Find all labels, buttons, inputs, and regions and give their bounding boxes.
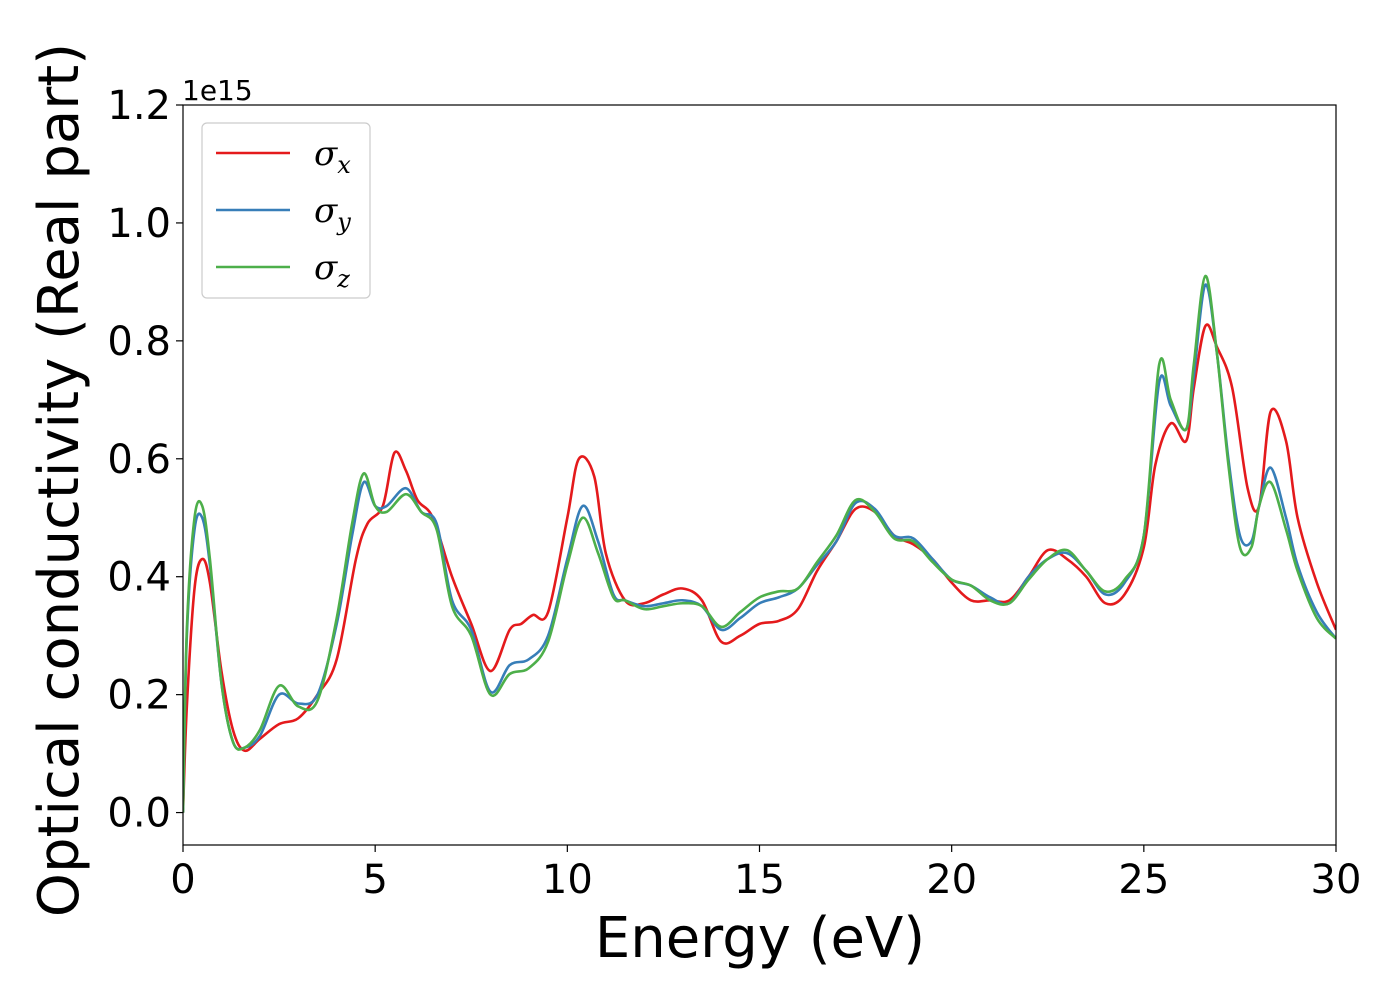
- y-axis-title: Optical conductivity (Real part): [27, 43, 92, 917]
- x-tick-label: 0: [170, 857, 195, 903]
- x-tick-label: 10: [542, 857, 593, 903]
- x-tick-label: 5: [362, 857, 387, 903]
- x-tick-label: 20: [926, 857, 977, 903]
- y-tick-label: 0.8: [107, 319, 171, 365]
- legend-label-x: σx: [314, 134, 351, 179]
- y-tick-label: 0.2: [107, 673, 171, 719]
- x-tick-label: 15: [734, 857, 785, 903]
- y-tick-label: 0.6: [107, 437, 171, 483]
- y-tick-label: 0.0: [107, 791, 171, 837]
- series-lines: [183, 274, 1336, 813]
- y-tick-label: 1.0: [107, 201, 171, 247]
- series-line-z: [183, 274, 1336, 813]
- y-offset-label: 1e15: [182, 74, 253, 107]
- x-tick-label: 25: [1118, 857, 1169, 903]
- y-tick-label: 1.2: [107, 83, 171, 129]
- x-tick-label: 30: [1311, 857, 1362, 903]
- legend: σx σy σz: [201, 122, 371, 299]
- legend-label-y: σy: [314, 191, 351, 236]
- plot-area: 0 5 10 15 20 25 30 0.0 0.2 0.4 0.6 0.8 1.0 1.2: [107, 83, 1361, 903]
- legend-label-z: σz: [314, 248, 350, 293]
- series-line-x: [183, 323, 1336, 813]
- y-tick-label: 0.4: [107, 555, 171, 601]
- x-axis-title: Energy (eV): [595, 906, 925, 971]
